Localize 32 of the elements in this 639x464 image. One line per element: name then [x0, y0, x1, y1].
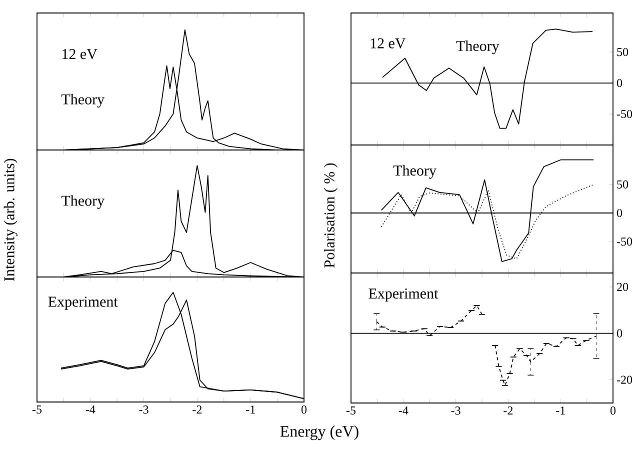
y-tick-label: 50 [617, 180, 628, 188]
x-tick-label: -5 [346, 406, 356, 414]
x-tick-label: 0 [301, 406, 307, 414]
y-tick-label: -50 [616, 110, 632, 118]
y-tick-label: 0 [616, 329, 622, 338]
y-tick-label: -50 [616, 238, 632, 246]
annotation: Theory [62, 195, 104, 209]
y-axis-title: Polarisation ( % ) [324, 163, 338, 268]
x-tick-label: -2 [192, 406, 202, 414]
y-tick-label: 0 [616, 208, 622, 218]
x-tick-label: 0 [610, 406, 616, 415]
x-axis-title: Energy (eV) [280, 426, 358, 440]
y-axis-title: Intensity (arb. units) [4, 158, 18, 281]
x-tick-label: -4 [398, 406, 408, 414]
x-tick-label: -1 [556, 406, 565, 414]
y-tick-label: 50 [617, 48, 628, 56]
annotation: Theory [393, 165, 436, 179]
x-tick-label: -4 [86, 406, 96, 414]
y-tick-label: 20 [617, 282, 628, 291]
x-tick-label: -1 [246, 406, 255, 414]
annotation: Theory [456, 40, 500, 54]
x-tick-label: -3 [451, 406, 460, 415]
x-tick-label: -3 [139, 406, 148, 414]
annotation: Experiment [368, 288, 438, 302]
y-tick-label: 0 [616, 78, 622, 88]
annotation: Experiment [48, 296, 118, 310]
annotation: 12 eV [370, 38, 406, 48]
annotation: Theory [62, 94, 104, 108]
y-tick-label: -20 [616, 376, 632, 384]
x-tick-label: -5 [32, 406, 42, 414]
annotation: 12 eV [62, 49, 98, 60]
x-tick-label: -2 [504, 406, 513, 414]
